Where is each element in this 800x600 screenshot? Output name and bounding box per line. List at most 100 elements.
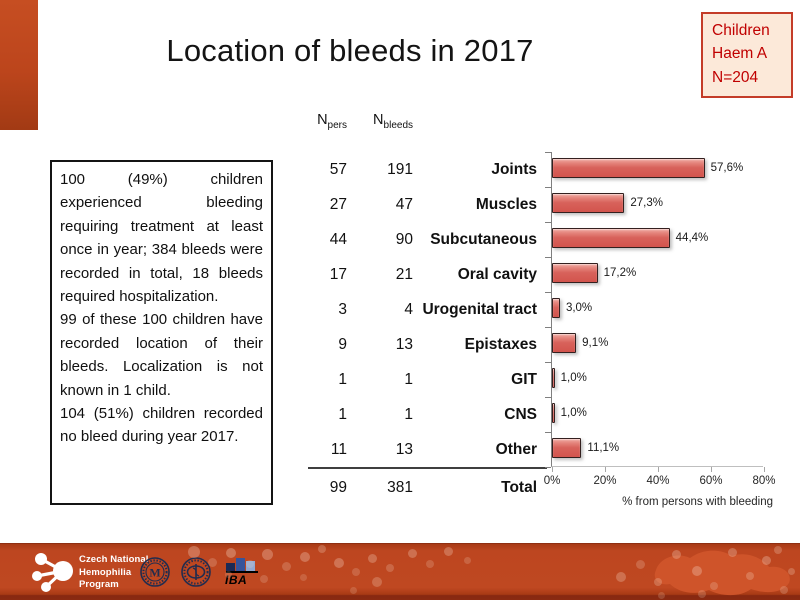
x-axis-tick-label: 80% bbox=[752, 475, 776, 487]
decorative-dot bbox=[318, 545, 326, 553]
decorative-dot bbox=[692, 566, 702, 576]
x-axis-tick bbox=[605, 467, 606, 472]
bar-other: 11,1% bbox=[552, 438, 619, 458]
bar-value-label: 27,3% bbox=[630, 197, 663, 209]
czech-map-silhouette bbox=[654, 550, 790, 596]
npers-value: 27 bbox=[329, 195, 347, 213]
npers-value: 9 bbox=[338, 335, 347, 353]
bar-value-label: 11,1% bbox=[587, 442, 620, 454]
y-axis-tick bbox=[545, 257, 551, 258]
iba-label: IBA bbox=[225, 573, 248, 587]
category-label: Urogenital tract bbox=[422, 300, 537, 318]
bar-oral-cavity: 17,2% bbox=[552, 263, 636, 283]
decorative-dot bbox=[225, 571, 232, 578]
medical-faculty-seal-icon bbox=[181, 557, 211, 587]
table-row: 11 13 Other bbox=[300, 432, 547, 467]
bar-value-label: 9,1% bbox=[582, 337, 609, 349]
x-axis-tick-label: 60% bbox=[699, 475, 723, 487]
badge-line: Children bbox=[712, 22, 770, 39]
decorative-dot bbox=[464, 557, 471, 564]
iba-bars-icon bbox=[226, 558, 258, 573]
decorative-dot bbox=[426, 560, 434, 568]
col-header-nbleeds: Nbleeds bbox=[373, 112, 413, 131]
decorative-dot bbox=[350, 587, 357, 594]
npers-value: 3 bbox=[338, 300, 347, 318]
decorative-dot bbox=[282, 562, 291, 571]
bar-muscles: 27,3% bbox=[552, 193, 663, 213]
total-label: Total bbox=[501, 479, 537, 496]
summary-paragraph: 100 (49%) children experienced bleeding … bbox=[60, 171, 263, 306]
table-row: 57 191 Joints bbox=[300, 152, 547, 187]
program-name-text: Czech National Hemophilia Program bbox=[79, 554, 149, 591]
category-label: Other bbox=[495, 440, 537, 458]
decorative-dot bbox=[616, 572, 626, 582]
y-axis-tick bbox=[545, 187, 551, 188]
y-axis-tick bbox=[545, 397, 551, 398]
total-nbleeds: 381 bbox=[387, 479, 413, 496]
nbleeds-value: 4 bbox=[404, 300, 413, 318]
decorative-dot bbox=[246, 560, 254, 568]
nbleeds-value: 13 bbox=[395, 335, 413, 353]
table-row: 1 1 CNS bbox=[300, 397, 547, 432]
y-axis-tick bbox=[545, 467, 551, 468]
bar-git: 1,0% bbox=[552, 368, 587, 388]
y-axis-tick bbox=[545, 362, 551, 363]
col-header-npers: Npers bbox=[317, 112, 347, 131]
bar-cns: 1,0% bbox=[552, 403, 587, 423]
category-label: CNS bbox=[504, 405, 537, 423]
decorative-dot bbox=[774, 546, 782, 554]
decorative-dot bbox=[208, 558, 217, 567]
npers-value: 57 bbox=[329, 160, 347, 178]
left-accent-bar bbox=[0, 0, 38, 130]
bar-epistaxes: 9,1% bbox=[552, 333, 608, 353]
bar-value-label: 1,0% bbox=[560, 407, 587, 419]
bar-value-label: 1,0% bbox=[560, 372, 587, 384]
category-label: GIT bbox=[511, 370, 537, 388]
npers-value: 44 bbox=[329, 230, 347, 248]
decorative-dot bbox=[672, 550, 681, 559]
decorative-dot bbox=[658, 592, 665, 599]
x-axis-tick-label: 40% bbox=[646, 475, 670, 487]
svg-text:M: M bbox=[149, 566, 160, 580]
decorative-dot bbox=[746, 572, 754, 580]
category-label: Subcutaneous bbox=[430, 230, 537, 248]
x-axis-tick-label: 0% bbox=[543, 475, 561, 487]
table-total-divider bbox=[308, 467, 547, 469]
table-row: 9 13 Epistaxes bbox=[300, 327, 547, 362]
table-header: Npers Nbleeds bbox=[300, 112, 547, 152]
total-npers: 99 bbox=[329, 479, 347, 496]
decorative-dot bbox=[300, 574, 307, 581]
table-row: 3 4 Urogenital tract bbox=[300, 292, 547, 327]
decorative-dot bbox=[262, 549, 273, 560]
decorative-dot bbox=[188, 546, 200, 558]
decorative-dot bbox=[300, 552, 310, 562]
category-label: Oral cavity bbox=[457, 265, 537, 283]
decorative-dot bbox=[334, 558, 344, 568]
decorative-dot bbox=[260, 575, 268, 583]
decorative-dot bbox=[408, 549, 417, 558]
decorative-dot bbox=[788, 568, 795, 575]
table-row: 44 90 Subcutaneous bbox=[300, 222, 547, 257]
nbleeds-value: 1 bbox=[404, 370, 413, 388]
y-axis-tick bbox=[545, 432, 551, 433]
bar-value-label: 3,0% bbox=[565, 302, 593, 314]
category-label: Muscles bbox=[475, 195, 537, 213]
y-axis-tick bbox=[545, 292, 551, 293]
npers-value: 1 bbox=[338, 405, 347, 423]
decorative-dot bbox=[368, 554, 377, 563]
university-seal-icon: M bbox=[140, 557, 170, 587]
table-row: 17 21 Oral cavity bbox=[300, 257, 547, 292]
decorative-dot bbox=[780, 586, 788, 594]
decorative-dot bbox=[728, 548, 737, 557]
y-axis-tick bbox=[545, 152, 551, 153]
nbleeds-value: 21 bbox=[395, 265, 413, 283]
category-label: Joints bbox=[491, 160, 537, 178]
decorative-dot bbox=[226, 548, 236, 558]
bar-subcutaneous: 44,4% bbox=[552, 228, 708, 248]
hemophilia-molecule-icon bbox=[32, 553, 73, 592]
npers-value: 1 bbox=[338, 370, 347, 388]
nbleeds-value: 90 bbox=[395, 230, 413, 248]
x-axis-tick bbox=[658, 467, 659, 472]
decorative-dot bbox=[762, 556, 771, 565]
